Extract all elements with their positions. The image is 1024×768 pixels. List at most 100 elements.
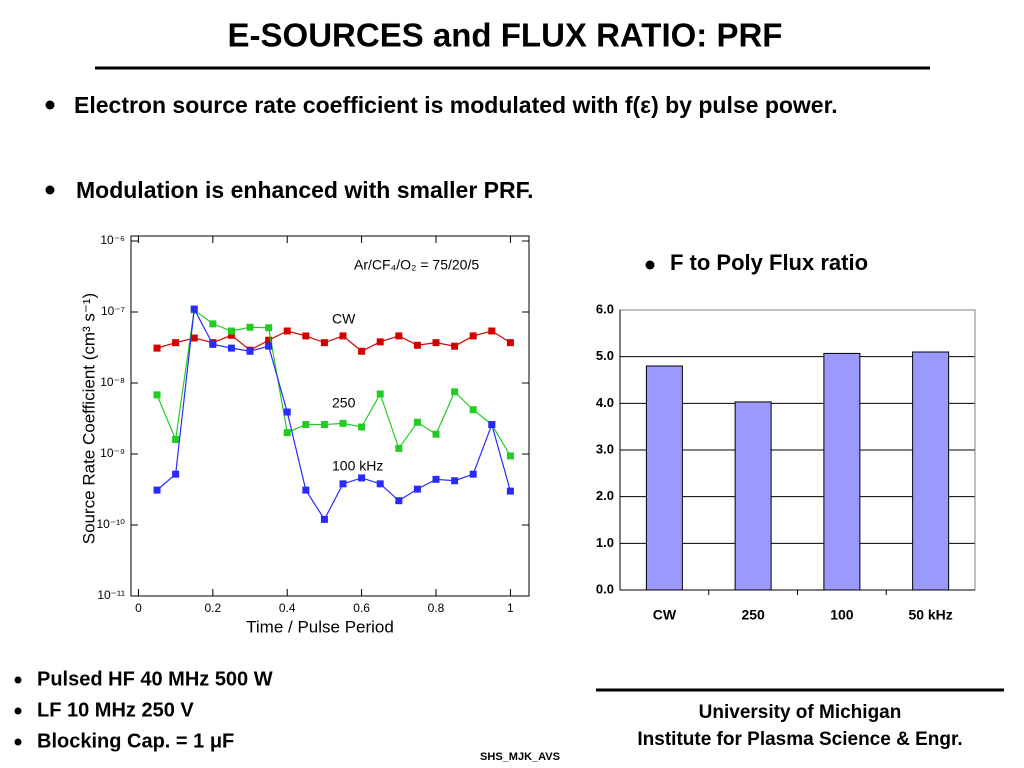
x-tick-label: 250 <box>741 607 765 623</box>
data-point <box>469 470 477 478</box>
x-tick-label: 0.2 <box>204 601 221 615</box>
data-point <box>265 336 273 344</box>
data-point <box>413 418 421 426</box>
x-tick-label: 50 kHz <box>908 607 952 623</box>
data-point <box>451 388 459 396</box>
data-point <box>302 486 310 494</box>
data-point <box>320 339 328 347</box>
data-point <box>227 331 235 339</box>
data-point <box>376 338 384 346</box>
data-point <box>283 429 291 437</box>
bar <box>823 352 861 591</box>
data-point <box>302 421 310 429</box>
bullet-dot <box>45 100 55 110</box>
y-tick-label: 10⁻⁸ <box>100 375 125 389</box>
series-line <box>156 308 511 457</box>
data-point <box>413 485 421 493</box>
y-tick-label: 2.0 <box>596 488 614 503</box>
data-point <box>432 339 440 347</box>
y-tick-label: 5.0 <box>596 348 614 363</box>
y-tick-label: 4.0 <box>596 395 614 410</box>
data-point <box>190 334 198 342</box>
data-point <box>172 339 180 347</box>
data-point <box>395 497 403 505</box>
data-point <box>227 327 235 335</box>
data-point <box>395 332 403 340</box>
data-point <box>283 327 291 335</box>
series-label: 250 <box>332 395 356 411</box>
footer-code: SHS_MJK_AVS <box>480 751 560 763</box>
chart-title: F to Poly Flux ratio <box>670 250 868 275</box>
bullet-dot <box>45 185 55 195</box>
bullet-dot <box>14 707 22 715</box>
bar <box>734 401 772 591</box>
data-point <box>246 347 254 355</box>
y-tick-label: 1.0 <box>596 535 614 550</box>
y-tick-label: 3.0 <box>596 441 614 456</box>
data-point <box>451 477 459 485</box>
data-point <box>469 332 477 340</box>
data-point <box>339 332 347 340</box>
data-point <box>376 390 384 398</box>
plot-frame <box>130 235 530 597</box>
data-point <box>358 423 366 431</box>
bar <box>645 365 683 591</box>
condition: Blocking Cap. = 1 μF <box>37 730 234 752</box>
data-point <box>488 327 496 335</box>
bullet-dot <box>645 260 655 270</box>
data-point <box>413 341 421 349</box>
x-tick-label: 0.4 <box>279 601 296 615</box>
data-point <box>432 475 440 483</box>
data-point <box>451 342 459 350</box>
bullet-text: Modulation is enhanced with smaller PRF. <box>76 177 534 203</box>
data-point <box>339 480 347 488</box>
bullet-dot <box>14 738 22 746</box>
y-tick-label: 10⁻¹¹ <box>97 588 125 602</box>
bullet-text: Electron source rate coefficient is modu… <box>74 92 838 118</box>
condition: Pulsed HF 40 MHz 500 W <box>37 668 273 690</box>
data-point <box>283 408 291 416</box>
data-point <box>265 324 273 332</box>
footer-affiliation: University of Michigan <box>699 702 902 723</box>
y-tick-label: 10⁻¹⁰ <box>97 517 126 531</box>
bar <box>912 351 950 591</box>
data-point <box>209 340 217 348</box>
data-point <box>172 436 180 444</box>
data-point <box>302 332 310 340</box>
data-point <box>506 487 514 495</box>
data-point <box>320 515 328 523</box>
data-point <box>320 421 328 429</box>
data-point <box>506 452 514 460</box>
footer-affiliation: Institute for Plasma Science & Engr. <box>637 729 962 750</box>
y-tick-label: 10⁻⁹ <box>100 446 125 460</box>
data-point <box>190 305 198 313</box>
data-point <box>172 470 180 478</box>
data-point <box>469 406 477 414</box>
x-axis-label: Time / Pulse Period <box>246 617 394 636</box>
data-point <box>153 486 161 494</box>
data-point <box>246 323 254 331</box>
series-label: 100 kHz <box>332 458 383 474</box>
data-point <box>209 320 217 328</box>
data-point <box>506 339 514 347</box>
annotation: Ar/CF₄/O₂ = 75/20/5 <box>354 257 479 273</box>
y-tick-label: 0.0 <box>596 581 614 596</box>
y-tick-label: 10⁻⁶ <box>100 233 125 247</box>
series-label: CW <box>332 311 356 327</box>
data-point <box>339 419 347 427</box>
data-point <box>153 391 161 399</box>
bullet-dot <box>14 676 22 684</box>
y-axis-label: Source Rate Coefficient (cm³ s⁻¹) <box>79 293 98 544</box>
data-point <box>227 344 235 352</box>
x-tick-label: 0.6 <box>353 601 370 615</box>
data-point <box>395 444 403 452</box>
data-point <box>358 474 366 482</box>
x-tick-label: CW <box>653 607 677 623</box>
x-tick-label: 0 <box>135 601 142 615</box>
data-point <box>432 430 440 438</box>
data-point <box>358 347 366 355</box>
x-tick-label: 1 <box>507 601 514 615</box>
data-point <box>376 480 384 488</box>
y-tick-label: 6.0 <box>596 301 614 316</box>
